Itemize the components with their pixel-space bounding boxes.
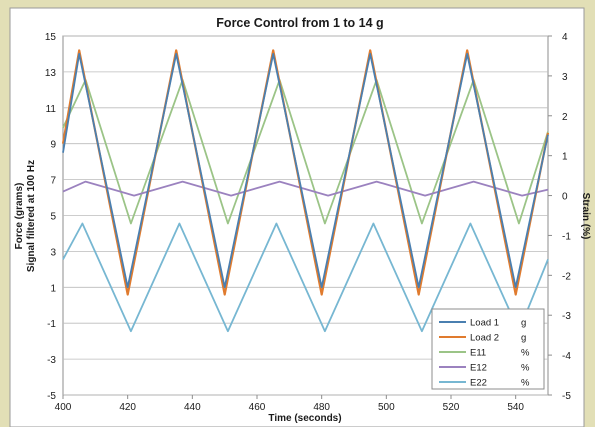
y-tick-right-label: 4 [562, 32, 568, 43]
legend-items: Load 1 g Load 2 g E11 % E12 % E22% [439, 318, 530, 389]
y-tick-right-label: -5 [562, 391, 571, 402]
y-tick-left-label: 9 [50, 140, 56, 151]
y-tick-left-label: 15 [45, 32, 57, 43]
series-line-e11 [62, 79, 549, 225]
legend-label: Load 1 [470, 318, 499, 329]
chart-title: Force Control from 1 to 14 g [216, 16, 383, 30]
x-tick-label: 420 [119, 402, 136, 413]
legend-label: Load 2 [470, 333, 499, 344]
y-tick-left-label: 1 [50, 283, 56, 294]
x-tick-label: 400 [55, 402, 72, 413]
y-axis-label-right: Strain (%) [580, 193, 591, 240]
y-tick-left-label: 5 [50, 212, 56, 223]
x-axis-label: Time (seconds) [268, 413, 341, 424]
legend-unit: g [521, 333, 526, 344]
y-tick-left-label: 7 [50, 176, 56, 187]
legend: Load 1 g Load 2 g E11 % E12 % E22% [431, 308, 545, 390]
legend-unit: % [521, 363, 530, 374]
legend-label: E22 [470, 378, 487, 389]
legend-unit: % [521, 348, 530, 359]
y-tick-right-label: -1 [562, 231, 571, 242]
y-tick-right-label: 0 [562, 192, 568, 203]
y-axis-label-left-1: Force (grams) [14, 183, 25, 250]
series-layer [61, 49, 550, 333]
y-tick-left-label: -1 [47, 319, 56, 330]
y-tick-right-label: 3 [562, 72, 568, 83]
y-tick-left-label: -3 [47, 355, 56, 366]
y-tick-right-label: -3 [562, 311, 571, 322]
x-tick-label: 520 [443, 402, 460, 413]
legend-unit: g [521, 318, 526, 329]
x-tick-label: 540 [507, 402, 524, 413]
y-tick-right-label: -2 [562, 271, 571, 282]
y-tick-right-label: -4 [562, 351, 571, 362]
legend-label: E12 [470, 363, 487, 374]
series-line-e12 [62, 180, 549, 197]
y-tick-left-label: 11 [46, 104, 57, 115]
y-tick-left-label: 3 [50, 247, 56, 258]
y-tick-right-label: 2 [562, 112, 568, 123]
y-tick-right-label: 1 [562, 152, 568, 163]
y-tick-left-label: -5 [47, 391, 56, 402]
y-axis-label-left-2: Signal filtered at 100 Hz [26, 160, 37, 272]
x-tick-label: 440 [184, 402, 201, 413]
x-tick-label: 500 [378, 402, 395, 413]
x-tick-label: 480 [313, 402, 330, 413]
series-line-load-1 [62, 53, 549, 289]
legend-label: E11 [470, 348, 486, 359]
legend-unit: % [521, 378, 530, 389]
x-tick-label: 460 [249, 402, 266, 413]
series-line-e22 [62, 222, 549, 333]
y-tick-left-label: 13 [45, 68, 57, 79]
